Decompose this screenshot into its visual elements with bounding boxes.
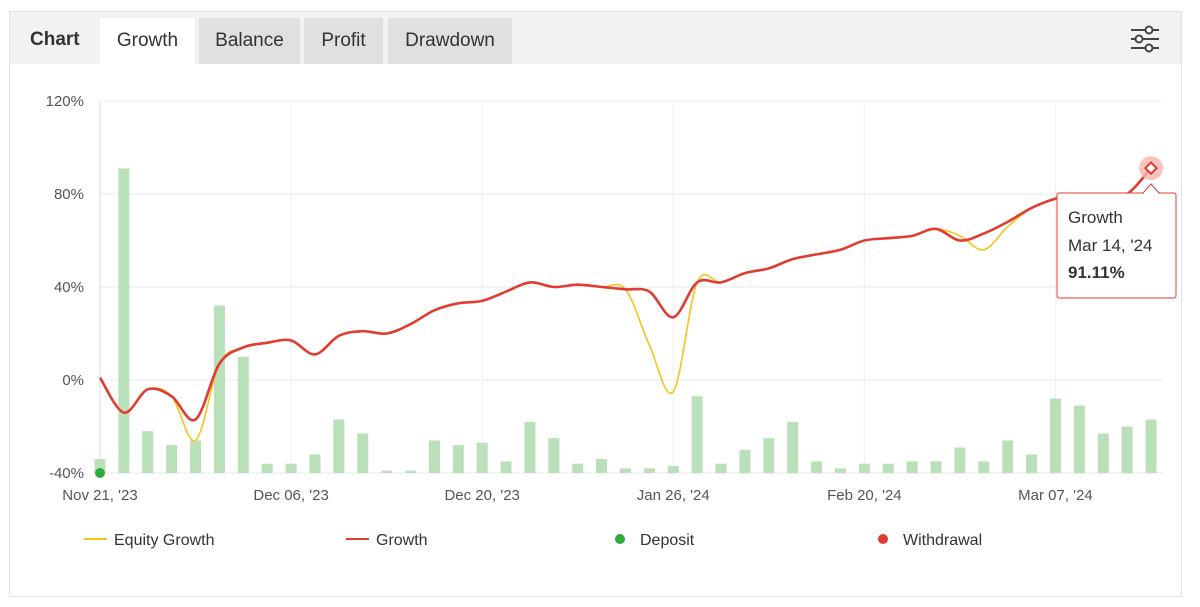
tooltip-date: Mar 14, '24: [1068, 236, 1153, 255]
bar: [1121, 426, 1133, 473]
legend-item[interactable]: Deposit: [615, 532, 695, 549]
y-tick-label: 120%: [46, 93, 84, 110]
tab-bar: Chart Growth Balance Profit Drawdown: [10, 12, 1181, 64]
bar: [1026, 454, 1038, 473]
bar: [381, 470, 393, 473]
bar: [596, 459, 608, 473]
bar: [1002, 440, 1014, 473]
legend-item[interactable]: Growth: [346, 532, 428, 549]
legend-label: Deposit: [640, 532, 695, 549]
chart-legend[interactable]: Equity Growth Growth Deposit Withdrawal: [84, 532, 982, 549]
tab-growth[interactable]: Growth: [100, 18, 195, 64]
legend-label: Growth: [376, 532, 428, 549]
bar: [1073, 405, 1085, 473]
chart-markers: [95, 156, 1163, 478]
bar: [643, 468, 655, 473]
bar: [309, 454, 321, 473]
legend-label: Withdrawal: [903, 532, 982, 549]
x-tick-label: Dec 06, '23: [253, 487, 328, 504]
bar: [285, 463, 297, 473]
bar: [882, 463, 894, 473]
tooltip-pointer: [1142, 183, 1160, 194]
tooltip-value: 91.11%: [1068, 263, 1125, 282]
tab-balance[interactable]: Balance: [199, 18, 300, 64]
sliders-icon[interactable]: [1129, 24, 1161, 54]
legend-dot-swatch: [615, 534, 625, 544]
bar: [213, 305, 225, 473]
chart-grid: [99, 100, 1163, 474]
legend-label: Equity Growth: [114, 532, 214, 549]
bar: [978, 461, 990, 473]
bar: [333, 419, 345, 473]
bar: [834, 468, 846, 473]
chart-tooltip: Growth Mar 14, '24 91.11%: [1056, 183, 1177, 299]
tab-profit[interactable]: Profit: [304, 18, 383, 64]
bar: [405, 470, 417, 473]
bar: [906, 461, 918, 473]
panel-title: Chart: [30, 29, 80, 50]
bar: [715, 463, 727, 473]
y-tick-label: -40%: [49, 465, 84, 482]
bar: [428, 440, 440, 473]
bar: [357, 433, 369, 473]
bar: [166, 445, 178, 473]
y-axis: 120% 80% 40% 0% -40%: [46, 93, 84, 482]
legend-item[interactable]: Withdrawal: [878, 532, 982, 549]
bar: [1097, 433, 1109, 473]
bar: [548, 438, 560, 473]
bar: [94, 459, 106, 473]
bar: [620, 468, 631, 473]
hover-point: [1143, 161, 1159, 176]
bar: [763, 438, 775, 473]
bar: [452, 445, 464, 473]
bar: [954, 447, 966, 473]
deposit-marker: [95, 468, 105, 478]
bar: [524, 421, 536, 473]
bar: [1049, 398, 1061, 473]
x-tick-label: Jan 26, '24: [637, 487, 710, 504]
bar: [858, 463, 870, 473]
tooltip-box: [1056, 192, 1177, 299]
bar: [1145, 419, 1157, 473]
bar: [787, 421, 799, 473]
series-lines: [98, 165, 1152, 442]
y-tick-label: 40%: [54, 279, 84, 296]
bar: [500, 461, 512, 473]
bar: [691, 396, 703, 473]
y-tick-label: 0%: [62, 372, 84, 389]
bar: [142, 431, 154, 473]
bar: [190, 440, 202, 473]
daily-bars: [94, 168, 1157, 474]
legend-dot-swatch: [878, 534, 888, 544]
tooltip-pointer-mask: [1144, 192, 1158, 195]
bar: [261, 463, 273, 473]
x-tick-label: Mar 07, '24: [1018, 487, 1093, 504]
x-tick-label: Nov 21, '23: [62, 487, 137, 504]
bar: [476, 442, 488, 473]
chart-panel: Chart Growth Balance Profit Drawdown: [9, 11, 1182, 597]
bar: [930, 461, 942, 473]
bar: [237, 356, 249, 473]
y-tick-label: 80%: [54, 186, 84, 203]
tooltip-title: Growth: [1068, 208, 1123, 227]
growth-line: [98, 167, 1152, 422]
bar: [572, 463, 584, 473]
bar: [118, 168, 130, 474]
x-tick-label: Feb 20, '24: [827, 487, 902, 504]
bar: [667, 466, 679, 473]
legend-item[interactable]: Equity Growth: [84, 532, 214, 549]
bar: [811, 461, 823, 473]
tab-drawdown[interactable]: Drawdown: [388, 18, 512, 64]
bar: [739, 449, 751, 473]
x-axis: Nov 21, '23 Dec 06, '23 Dec 20, '23 Jan 26,…: [62, 487, 1092, 504]
equity-growth-line: [99, 165, 1152, 442]
x-tick-label: Dec 20, '23: [444, 487, 519, 504]
